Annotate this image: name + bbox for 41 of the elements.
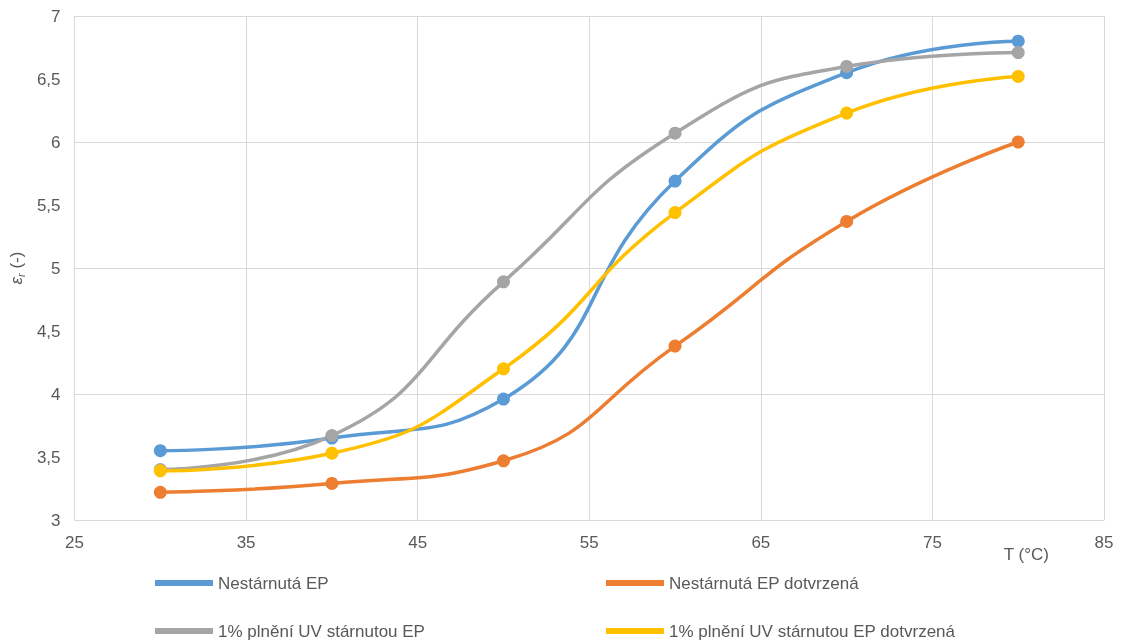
x-axis-title: T (°C): [1003, 545, 1049, 564]
point: [1011, 69, 1025, 83]
y-tick-label: 5,5: [36, 195, 61, 215]
point: [496, 392, 510, 406]
point: [668, 339, 682, 353]
y-tick-label: 4: [51, 384, 61, 404]
point: [1011, 46, 1025, 60]
point: [496, 454, 510, 468]
point: [496, 275, 510, 289]
y-tick-label: 3,5: [36, 447, 61, 467]
point: [668, 174, 682, 188]
point: [153, 485, 167, 499]
x-tick-label: 35: [236, 533, 256, 552]
point: [840, 214, 854, 228]
point: [668, 206, 682, 220]
legend-label: 1% plnění UV stárnutou EP dotvrzená: [669, 621, 956, 641]
x-tick-label: 55: [579, 533, 599, 552]
x-tick-label: 85: [1094, 533, 1114, 552]
y-tick-label: 7: [51, 6, 61, 26]
point: [153, 444, 167, 458]
x-tick-label: 45: [408, 533, 428, 552]
point: [840, 106, 854, 120]
y-tick-label: 4,5: [36, 321, 61, 341]
point: [496, 362, 510, 376]
x-tick-label: 65: [751, 533, 771, 552]
point: [325, 446, 339, 460]
legend-label: Nestárnutá EP: [218, 573, 329, 593]
legend-label: Nestárnutá EP dotvrzená: [669, 573, 860, 593]
y-tick-label: 5: [51, 258, 61, 278]
y-axis-title: εr (-): [7, 251, 27, 285]
x-tick-label: 25: [65, 533, 84, 552]
point: [668, 126, 682, 140]
point: [1011, 135, 1025, 149]
point: [840, 59, 854, 73]
y-tick-label: 6,5: [36, 69, 61, 89]
point: [1011, 34, 1025, 48]
point: [325, 476, 339, 490]
x-tick-label: 75: [922, 533, 942, 552]
y-tick-label: 6: [51, 132, 61, 152]
y-tick-label: 3: [51, 510, 61, 530]
legend-label: 1% plnění UV stárnutou EP: [218, 621, 425, 641]
